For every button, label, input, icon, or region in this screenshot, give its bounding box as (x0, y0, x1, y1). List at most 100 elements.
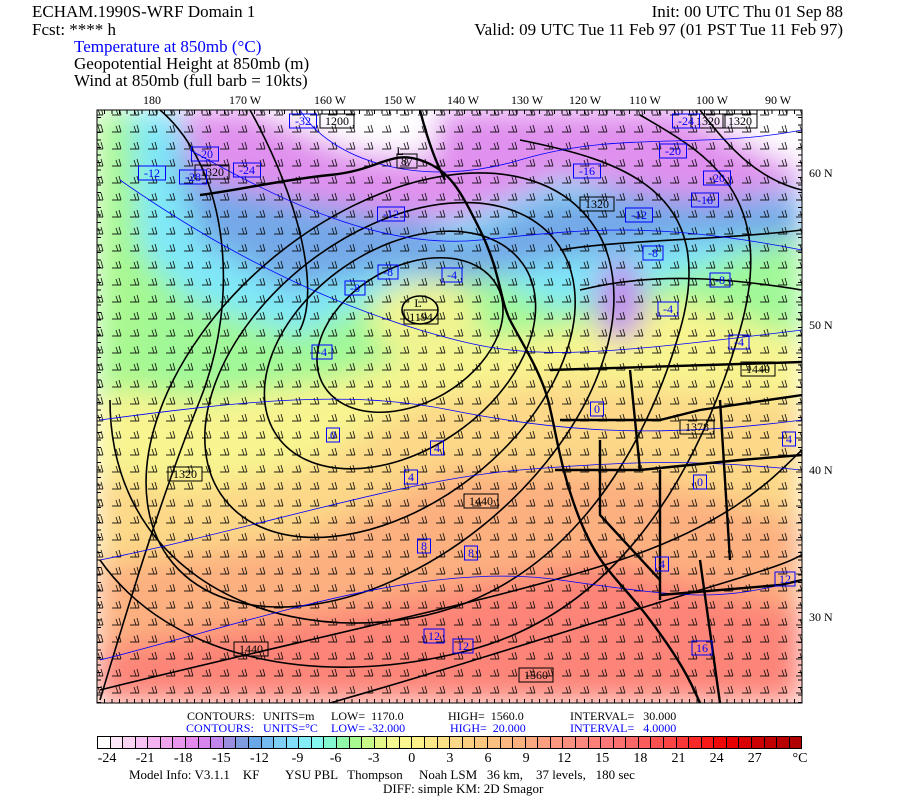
colorbar-cell (638, 737, 652, 748)
temp-contours-low: LOW= -32.000 (331, 721, 406, 735)
colorbar-cell (324, 737, 337, 748)
colorbar-cell (462, 737, 476, 748)
temperature-contour-label-box (138, 165, 166, 181)
height-contour-label: 1560 (524, 668, 548, 682)
height-contour-label: 1378 (685, 420, 709, 434)
height-contour-label-box (194, 164, 230, 180)
colorbar-cell (676, 737, 690, 748)
temp-contours-high: HIGH= 20.000 (450, 721, 526, 735)
colorbar-cell (236, 737, 249, 748)
temperature-contour-label: 0 (697, 475, 703, 489)
height-contours-interval: INTERVAL= 30.000 (570, 709, 677, 723)
colorbar-cell (739, 737, 753, 748)
height-contour-label-box (579, 196, 615, 212)
temperature-contour-label: -12 (383, 207, 399, 221)
height-contour-label-box (167, 466, 203, 482)
colorbar-tick-label: 3 (446, 751, 454, 766)
height-contour-label-box (740, 361, 776, 377)
colorbar-cell (211, 737, 224, 748)
height-contour-label: 1440 (746, 362, 770, 376)
temperature-contour-label-box (659, 143, 687, 159)
temperature-contour-label: 4 (434, 441, 440, 455)
colorbar-cell (135, 737, 149, 748)
colorbar-cell (764, 737, 778, 748)
colorbar-tick-label: -15 (211, 751, 231, 766)
longitude-label: 160 W (314, 93, 347, 107)
colorbar-cell (286, 737, 300, 748)
height-contour-label: 1440 (239, 642, 263, 656)
height-contour-label-box (463, 493, 499, 509)
temperature-contour-label-box (430, 440, 444, 456)
longitude-label: 150 W (384, 93, 417, 107)
colorbar-cell (664, 737, 677, 748)
colorbar-cell (701, 737, 715, 748)
temperature-contour-label: 0 (330, 428, 336, 442)
colorbar-cell (110, 737, 124, 748)
temperature-contour-label: 4 (659, 557, 665, 571)
temperature-contour-label-box (326, 427, 340, 443)
colorbar-tick-label: 27 (747, 751, 762, 766)
colorbar-cell (450, 737, 463, 748)
height-contour-label-box (722, 113, 758, 129)
colorbar-cell (349, 737, 363, 748)
temperature-contour-label-box (441, 267, 463, 283)
longitude-label: 130 W (511, 93, 544, 107)
temperature-contour-label-box (344, 280, 366, 296)
colorbar-cell (160, 737, 174, 748)
temperature-contour-label: -16 (697, 193, 713, 207)
colorbar-cell (274, 737, 287, 748)
field-wind: Wind at 850mb (full barb = 10kts) (74, 71, 308, 90)
temperature-contour-label: 16 (696, 641, 708, 655)
colorbar-cell (425, 737, 438, 748)
temperature-contour-label-box (691, 640, 713, 656)
height-contour-label: 1320 (200, 165, 224, 179)
colorbar-cell (588, 737, 602, 748)
height-contour-label-box (396, 153, 418, 169)
temperature-contour-label: -20 (665, 144, 681, 158)
height-contours-units: UNITS=m (263, 709, 315, 723)
latitude-label: 40 N (809, 463, 833, 477)
colorbar-tick-label: 21 (671, 751, 686, 766)
height-contour-label: 1440 (469, 494, 493, 508)
height-contours-low: LOW= 1170.0 (331, 709, 404, 723)
colorbar-cell (399, 737, 413, 748)
height-contour-label: L (414, 296, 421, 310)
height-contours-high: HIGH= 1560.0 (448, 709, 524, 723)
colorbar-cell (362, 737, 375, 748)
temperature-contour-label-box (179, 169, 207, 185)
height-contour-label: 1200 (325, 114, 349, 128)
temperature-contour-label-box (452, 638, 474, 654)
temperature-contour-label-box (311, 344, 333, 360)
temperature-contour-label-box (289, 113, 317, 129)
latitude-label: 50 N (809, 318, 833, 332)
colorbar-cell (651, 737, 665, 748)
temp-contours-interval: INTERVAL= 4.0000 (570, 721, 677, 735)
init-time: Init: 00 UTC Thu 01 Sep 88 (651, 2, 843, 21)
temperature-contour-label: -8 (383, 265, 393, 279)
colorbar-cell (374, 737, 388, 748)
longitude-label: 100 W (696, 93, 729, 107)
temperature-contour-label: -12 (631, 208, 647, 222)
height-contour-label-box (403, 309, 439, 325)
diff-info: DIFF: simple KM: 2D Smagor (383, 781, 544, 796)
colorbar-cell (123, 737, 136, 748)
temperature-contour-label-box (655, 556, 669, 572)
temperature-contour-label-box (693, 474, 707, 490)
colorbar-cell (299, 737, 312, 748)
colorbar-tick-label: -3 (367, 751, 380, 766)
temperature-contour-label: -4 (447, 268, 457, 282)
colorbar-cell (223, 737, 237, 748)
temperature-contour-label-box (709, 272, 731, 288)
temperature-contour-label-box (672, 113, 700, 129)
colorbar-cell (513, 737, 526, 748)
colorbar-tick-label: 9 (522, 751, 530, 766)
temp-contours-label: CONTOURS: (186, 721, 254, 735)
temperature-contour-label: 12 (457, 639, 469, 653)
height-contour-label: 1194 (409, 310, 433, 324)
colorbar-cell (689, 737, 702, 748)
colorbar-cell (601, 737, 614, 748)
colorbar-cell (387, 737, 400, 748)
colorbar-tick-label: -21 (135, 751, 155, 766)
latitude-label: 60 N (809, 166, 833, 180)
temperature-contour-label-box (377, 206, 405, 222)
